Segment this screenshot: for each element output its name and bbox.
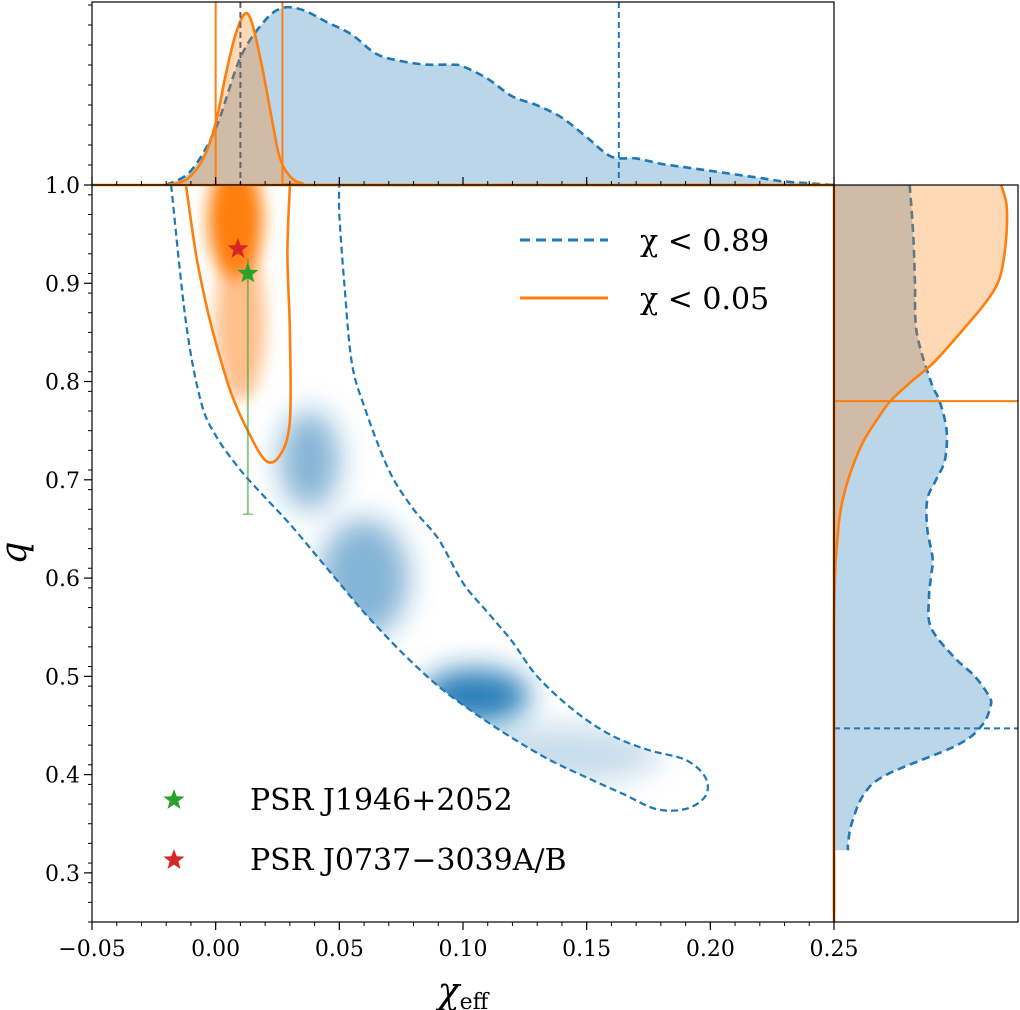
top-orange-fill bbox=[166, 13, 834, 186]
x-tick-label-1: 0.00 bbox=[191, 937, 240, 962]
legend-label-psr-j0737: PSR J0737−3039A/B bbox=[250, 843, 567, 878]
right-orange-fill bbox=[833, 185, 1008, 913]
star-marker-1 bbox=[227, 237, 249, 258]
green-star-icon bbox=[163, 789, 185, 809]
orange-density-blob-0 bbox=[208, 185, 263, 279]
star-marker-0 bbox=[237, 262, 259, 283]
x-tick-label-2: 0.05 bbox=[315, 937, 364, 962]
y-tick-label-6: 0.9 bbox=[45, 272, 80, 297]
x-axis-label: χeff bbox=[435, 971, 490, 1010]
right-blue-fill bbox=[834, 185, 992, 851]
top-blue-line bbox=[165, 5, 835, 187]
blue-density-blob-3 bbox=[463, 725, 661, 785]
legend-label-chi-089: χ < 0.89 bbox=[640, 224, 769, 259]
x-axis-label-symbol: χ bbox=[435, 971, 462, 1010]
main-panel: −0.05 0.00 0.05 0.10 0.15 0.20 0.25 0.3 0.4 0.5 0… bbox=[0, 4, 859, 1010]
legend: χ < 0.89 χ < 0.05 bbox=[520, 224, 769, 317]
right-blue-line bbox=[846, 184, 993, 851]
stars-legend: PSR J1946+2052 PSR J0737−3039A/B bbox=[163, 783, 567, 878]
top-blue-fill bbox=[166, 7, 834, 186]
x-tick-label-5: 0.20 bbox=[686, 937, 735, 962]
orange-density-blob-1 bbox=[215, 243, 266, 402]
y-tick-label-0: 0.3 bbox=[45, 862, 80, 887]
legend-star-red bbox=[163, 849, 185, 869]
x-axis-label-subscript: eff bbox=[460, 990, 490, 1010]
x-tick-label-3: 0.10 bbox=[439, 937, 488, 962]
x-tick-label-4: 0.15 bbox=[562, 937, 611, 962]
legend-label-chi-005: χ < 0.05 bbox=[640, 282, 769, 317]
y-tick-label-4: 0.7 bbox=[45, 469, 80, 494]
y-tick-label-3: 0.6 bbox=[45, 567, 80, 592]
y-tick-label-2: 0.5 bbox=[45, 665, 80, 690]
y-axis-label: q bbox=[0, 541, 35, 564]
blue-density-blob-2 bbox=[279, 411, 340, 510]
top-marginal-panel bbox=[91, 1, 835, 187]
red-star-icon bbox=[163, 849, 185, 869]
y-tick-label-1: 0.4 bbox=[45, 764, 80, 789]
blue-density-blob-0 bbox=[420, 668, 530, 724]
y-tick-label-5: 0.8 bbox=[45, 371, 80, 396]
y-tick-label-7: 1.0 bbox=[45, 174, 80, 199]
legend-star-green bbox=[163, 789, 185, 809]
orange-contour bbox=[184, 185, 293, 464]
x-tick-label-0: −0.05 bbox=[58, 937, 125, 962]
blue-contour bbox=[170, 185, 709, 812]
blue-density-blob-1 bbox=[319, 519, 409, 638]
legend-label-psr-j1946: PSR J1946+2052 bbox=[250, 783, 513, 818]
right-marginal-panel bbox=[832, 184, 1019, 923]
x-tick-label-6: 0.25 bbox=[810, 937, 859, 962]
